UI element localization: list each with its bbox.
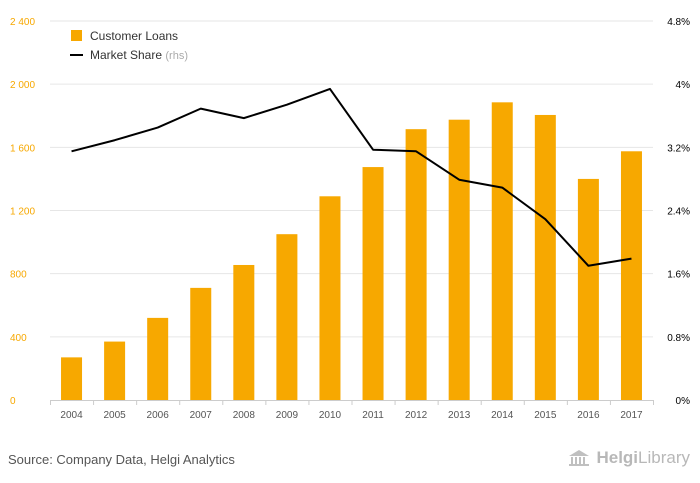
bar xyxy=(362,167,384,400)
y-left-tick-label: 1 600 xyxy=(10,143,35,154)
x-tick-label: 2014 xyxy=(491,410,514,421)
x-tick-label: 2008 xyxy=(233,410,256,421)
y-left-tick-label: 2 400 xyxy=(10,17,35,28)
x-tick-label: 2011 xyxy=(362,410,384,421)
x-tick-label: 2010 xyxy=(319,410,342,421)
y-left-tick-label: 2 000 xyxy=(10,80,35,91)
bar xyxy=(104,341,126,400)
y-left-tick-label: 0 xyxy=(10,396,16,407)
bar xyxy=(448,119,470,401)
bar xyxy=(534,114,556,400)
bar xyxy=(190,287,212,400)
x-tick-label: 2013 xyxy=(448,410,471,421)
source-text: Source: Company Data, Helgi Analytics xyxy=(8,452,235,467)
x-tick-label: 2009 xyxy=(276,410,299,421)
y-left-tick-label: 800 xyxy=(10,270,27,281)
bar xyxy=(61,357,83,400)
chart-area: 0 400 800 1 200 1 600 2 000 2 400 0% 0.8% 1.6% 2.4… xyxy=(10,17,691,421)
bar xyxy=(620,151,642,400)
y-right-tick-label: 4% xyxy=(676,80,691,91)
footer: Source: Company Data, Helgi Analytics He… xyxy=(0,440,700,483)
y-left-tick-label: 400 xyxy=(10,333,27,344)
y-right-tick-label: 4.8% xyxy=(667,17,690,28)
y-right-tick-label: 0% xyxy=(676,396,691,407)
bar xyxy=(276,234,298,400)
bar xyxy=(577,178,599,400)
x-tick-label: 2005 xyxy=(103,410,126,421)
library-building-icon xyxy=(567,449,591,467)
x-tick-label: 2007 xyxy=(190,410,213,421)
logo-text: HelgiLibrary xyxy=(596,448,690,467)
y-right-tick-label: 3.2% xyxy=(667,143,690,154)
x-tick-label: 2015 xyxy=(534,410,557,421)
legend-label-bar: Customer Loans xyxy=(90,29,178,43)
bar xyxy=(147,317,169,400)
x-tick-label: 2016 xyxy=(577,410,600,421)
x-tick-label: 2004 xyxy=(60,410,83,421)
y-right-tick-label: 2.4% xyxy=(667,207,690,218)
chart-svg: 0 400 800 1 200 1 600 2 000 2 400 0% 0.8% 1.6% 2.4… xyxy=(10,17,691,421)
legend-label-line: Market Share (rhs) xyxy=(90,48,188,62)
bar xyxy=(319,196,341,400)
x-tick-label: 2006 xyxy=(147,410,170,421)
legend-swatch-bar xyxy=(71,30,82,41)
x-tick-label: 2017 xyxy=(620,410,643,421)
y-left-tick-label: 1 200 xyxy=(10,207,35,218)
market-share-line xyxy=(71,87,632,267)
helgi-library-logo: HelgiLibrary xyxy=(567,448,690,468)
y-right-tick-label: 1.6% xyxy=(667,270,690,281)
y-right-tick-label: 0.8% xyxy=(667,333,690,344)
x-tick-label: 2012 xyxy=(405,410,428,421)
bar xyxy=(491,102,513,400)
bar xyxy=(405,129,427,400)
bar xyxy=(233,264,255,400)
